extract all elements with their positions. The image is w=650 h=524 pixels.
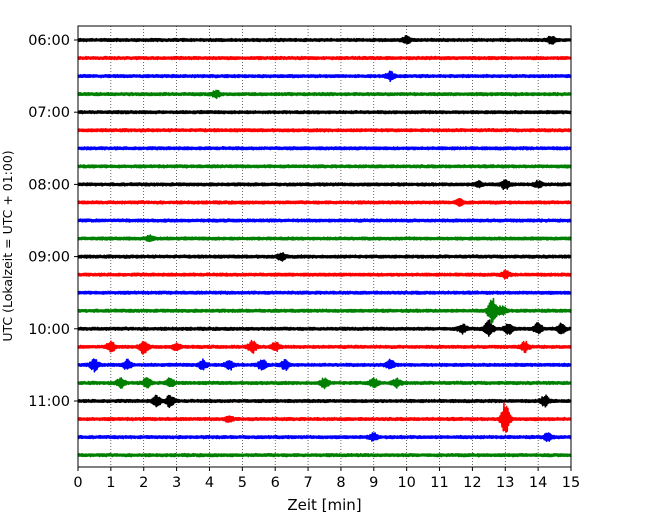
x-tick-label: 10	[397, 475, 415, 491]
trace-line	[77, 319, 572, 337]
trace-line	[77, 218, 572, 223]
x-tick-label: 0	[73, 475, 82, 491]
x-tick-label: 6	[271, 475, 280, 491]
y-tick-label: 09:00	[28, 250, 70, 266]
trace-line	[77, 297, 572, 326]
trace-line	[77, 290, 572, 296]
trace-line	[77, 146, 572, 151]
trace-line	[77, 70, 572, 83]
x-tick-label: 8	[336, 475, 345, 491]
trace-line	[77, 234, 572, 243]
x-tick-label: 7	[303, 475, 312, 491]
y-axis-label: UTC (Lokalzeit = UTC + 01:00)	[0, 150, 15, 341]
y-tick-label: 11:00	[28, 394, 70, 410]
trace-line	[77, 402, 572, 433]
plot-frame	[77, 25, 572, 468]
seismic-traces	[77, 35, 572, 458]
trace-line	[77, 55, 572, 61]
trace-line	[77, 358, 572, 373]
x-tick-label: 13	[496, 475, 514, 491]
x-tick-label: 15	[562, 475, 580, 491]
x-tick-label: 9	[369, 475, 378, 491]
x-tick-label: 3	[172, 475, 181, 491]
trace-line	[77, 35, 572, 45]
y-axis-ticks: 06:00 07:00 08:00 09:00 10:00 11:00	[28, 33, 78, 410]
y-tick-label: 08:00	[28, 177, 70, 193]
x-tick-label: 11	[430, 475, 448, 491]
x-tick-label: 5	[238, 475, 247, 491]
x-tick-label: 1	[106, 475, 115, 491]
trace-line	[77, 377, 572, 390]
trace-line	[77, 394, 572, 409]
trace-line	[77, 127, 572, 133]
y-tick-label: 06:00	[28, 33, 70, 49]
y-tick-label: 07:00	[28, 105, 70, 121]
trace-line	[77, 179, 572, 191]
x-tick-label: 14	[529, 475, 547, 491]
trace-line	[77, 109, 572, 115]
trace-line	[77, 339, 572, 355]
trace-line	[77, 452, 572, 458]
x-tick-label: 2	[139, 475, 148, 491]
x-tick-label: 4	[205, 475, 214, 491]
trace-line	[77, 269, 572, 280]
y-tick-label: 10:00	[28, 322, 70, 338]
x-tick-label: 12	[463, 475, 481, 491]
x-axis-label: Zeit [min]	[287, 496, 361, 514]
trace-line	[77, 197, 572, 207]
trace-line	[77, 89, 572, 100]
trace-line	[77, 164, 572, 169]
x-axis-ticks: 0 1 2 3 4 5 6 7 8 9 10 11 12 13 14 15	[73, 467, 580, 491]
trace-line	[77, 432, 572, 443]
trace-line	[77, 251, 572, 262]
